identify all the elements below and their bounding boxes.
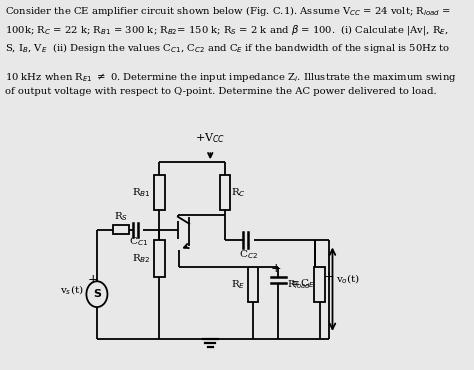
Text: +: + [324, 270, 334, 283]
Bar [154, 175, 164, 210]
Text: v$_o$(t): v$_o$(t) [336, 272, 360, 286]
Bar [113, 225, 129, 234]
Text: C$_{C2}$: C$_{C2}$ [239, 249, 258, 261]
Text: +V$_{CC}$: +V$_{CC}$ [195, 131, 226, 145]
Text: +: + [271, 262, 281, 275]
Bar [248, 268, 258, 302]
Text: R$_S$: R$_S$ [114, 210, 128, 223]
Bar [219, 175, 230, 210]
Text: +: + [88, 273, 98, 286]
Text: R$_{load}$: R$_{load}$ [287, 278, 311, 291]
Bar [154, 240, 164, 277]
Text: v$_s$(t): v$_s$(t) [60, 283, 84, 297]
Text: Consider the CE amplifier circuit shown below (Fig. C.1). Assume V$_{CC}$ = 24 v: Consider the CE amplifier circuit shown … [5, 4, 456, 97]
Text: S: S [93, 289, 101, 299]
Text: R$_E$: R$_E$ [230, 278, 245, 291]
Text: C$_{C1}$: C$_{C1}$ [128, 236, 148, 248]
Text: R$_{B1}$: R$_{B1}$ [132, 186, 151, 199]
Bar [314, 268, 325, 302]
Text: R$_{B2}$: R$_{B2}$ [132, 252, 151, 265]
Text: $\equiv$C$_E$: $\equiv$C$_E$ [288, 277, 315, 290]
Text: R$_C$: R$_C$ [231, 186, 246, 199]
